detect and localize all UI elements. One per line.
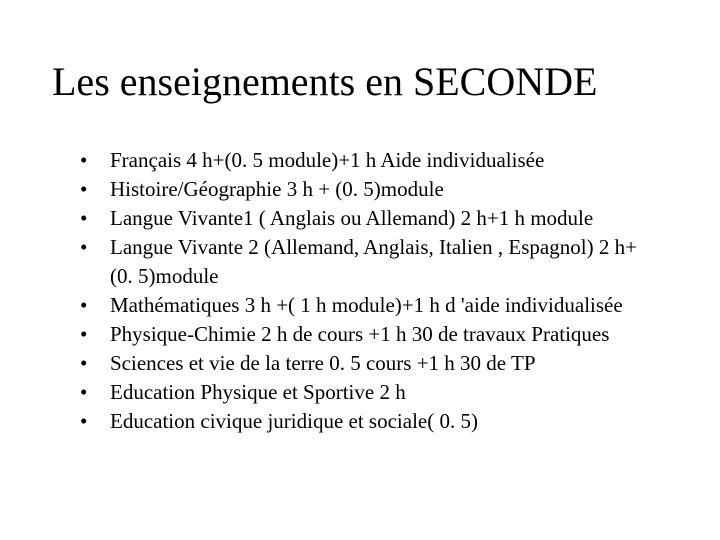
list-item: Education civique juridique et sociale( … bbox=[80, 407, 660, 436]
list-item: Education Physique et Sportive 2 h bbox=[80, 378, 660, 407]
slide-content: Français 4 h+(0. 5 module)+1 h Aide indi… bbox=[0, 104, 720, 436]
list-item: Mathématiques 3 h +( 1 h module)+1 h d '… bbox=[80, 291, 660, 320]
list-item: Langue Vivante 2 (Allemand, Anglais, Ita… bbox=[80, 233, 660, 291]
bullet-list: Français 4 h+(0. 5 module)+1 h Aide indi… bbox=[80, 146, 660, 436]
slide: Les enseignements en SECONDE Français 4 … bbox=[0, 0, 720, 540]
list-item: Français 4 h+(0. 5 module)+1 h Aide indi… bbox=[80, 146, 660, 175]
slide-title: Les enseignements en SECONDE bbox=[0, 0, 720, 104]
list-item: Langue Vivante1 ( Anglais ou Allemand) 2… bbox=[80, 204, 660, 233]
list-item: Physique-Chimie 2 h de cours +1 h 30 de … bbox=[80, 320, 660, 349]
list-item: Sciences et vie de la terre 0. 5 cours +… bbox=[80, 349, 660, 378]
list-item: Histoire/Géographie 3 h + (0. 5)module bbox=[80, 175, 660, 204]
